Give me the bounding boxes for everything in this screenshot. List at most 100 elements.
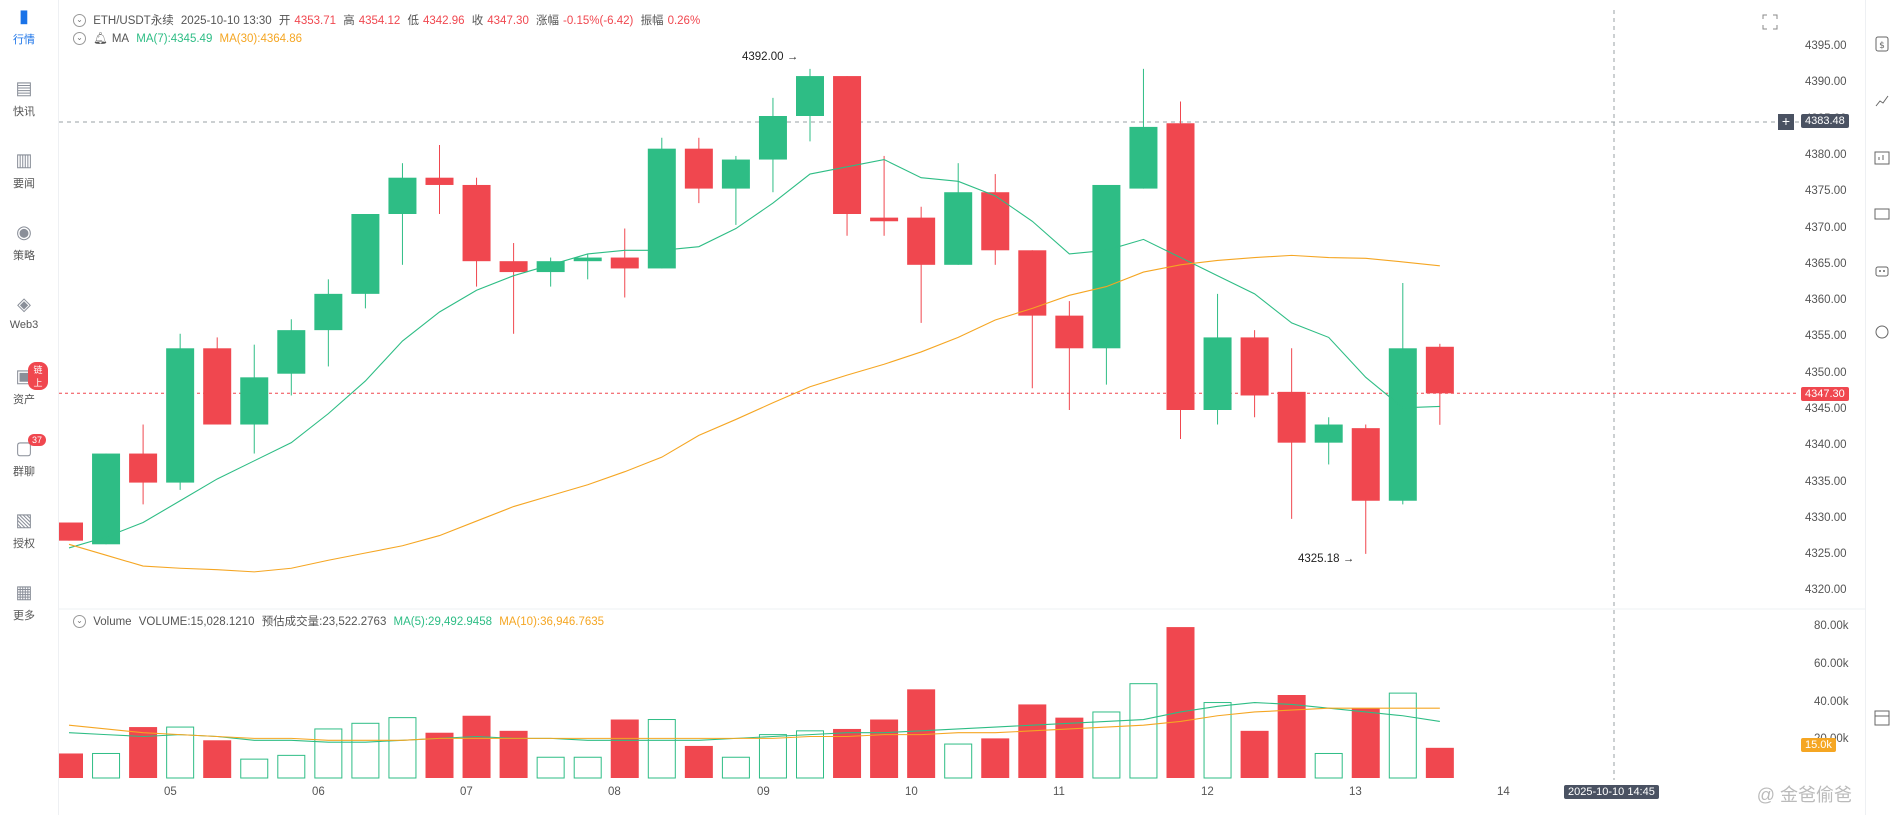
- candle-body: [647, 148, 676, 269]
- collapse-icon[interactable]: ⌄: [73, 14, 86, 28]
- candle-body: [240, 377, 269, 425]
- low-annotation: 4325.18 →: [1298, 553, 1355, 565]
- candle-body: [499, 261, 528, 273]
- sidebar-item-2[interactable]: ▥ 要闻: [0, 150, 48, 191]
- collapse-icon[interactable]: ⌄: [73, 32, 86, 46]
- volume-bar: [1055, 717, 1084, 778]
- trend-icon[interactable]: [1874, 92, 1890, 108]
- volume-ma5: MA(5):29,492.9458: [393, 616, 492, 628]
- candle-body: [92, 453, 121, 545]
- volume-tick-label: 80.00k: [1814, 620, 1849, 633]
- volume-bar: [1018, 704, 1047, 778]
- volume-bar: [796, 730, 824, 779]
- volume-bar: [1425, 747, 1454, 778]
- sidebar-item-label: 授权: [13, 538, 35, 550]
- candle-body: [1055, 315, 1084, 349]
- sidebar-badge: 37: [28, 434, 47, 446]
- bell-icon[interactable]: 🔔︎: [93, 33, 108, 45]
- collapse-icon[interactable]: ⌄: [73, 615, 86, 629]
- volume-bar: [1166, 627, 1195, 778]
- price-tick-label: 4330.00: [1805, 511, 1847, 524]
- refresh-icon[interactable]: [1874, 324, 1890, 340]
- add-alert-icon[interactable]: +: [1778, 114, 1794, 130]
- etf-icon[interactable]: [1874, 206, 1890, 222]
- robot-icon: ◉: [16, 222, 32, 242]
- candle-body: [166, 348, 195, 483]
- price-tick-label: 4375.00: [1805, 185, 1847, 198]
- sidebar-item-4[interactable]: ◈ Web3: [0, 294, 48, 331]
- volume-bar: [684, 745, 713, 778]
- volume-bar: [1203, 702, 1232, 779]
- volume-tick-label: 40.00k: [1814, 695, 1849, 708]
- time-tick-label: 12: [1201, 786, 1214, 798]
- candlestick-chart[interactable]: [59, 0, 1866, 815]
- ma30-line: [68, 254, 1440, 573]
- open-value: 4353.71: [294, 15, 336, 27]
- candle-body: [1314, 424, 1343, 443]
- volume-bar: [610, 719, 639, 778]
- price-tick-label: 4390.00: [1805, 76, 1847, 89]
- right-toolbar: $: [1865, 0, 1898, 815]
- volume-legend: ⌄ Volume VOLUME:15,028.1210 预估成交量:23,522…: [73, 613, 608, 629]
- sidebar-item-8[interactable]: ▦ 更多: [0, 582, 48, 623]
- layout-icon[interactable]: [1874, 710, 1890, 726]
- ma-legend: ⌄ 🔔︎ MA MA(7):4345.49 MA(30):4364.86: [73, 31, 306, 46]
- candle-body: [1351, 428, 1380, 501]
- chart-icon[interactable]: [1874, 150, 1890, 166]
- candle-body: [758, 116, 787, 160]
- change-label: 涨幅: [536, 15, 560, 27]
- close-value: 4347.30: [487, 15, 529, 27]
- change-value: -0.15%(-6.42): [563, 15, 634, 27]
- chart-area[interactable]: ⌄ ETH/USDT永续 2025-10-10 13:30 开 4353.71 高…: [59, 0, 1866, 815]
- time-tick-label: 09: [757, 786, 770, 798]
- robot-icon[interactable]: [1874, 262, 1890, 278]
- candle-body: [1388, 348, 1417, 501]
- sidebar-item-3[interactable]: ◉ 策略: [0, 222, 48, 263]
- time-tick-label: 05: [164, 786, 177, 798]
- sidebar-item-0[interactable]: ▮ 行情: [0, 6, 48, 47]
- candle-body: [684, 148, 713, 189]
- fullscreen-icon[interactable]: [1762, 14, 1778, 30]
- price-tick-label: 4345.00: [1805, 403, 1847, 415]
- ma30-value: MA(30):4364.86: [219, 33, 303, 45]
- volume-bar: [277, 754, 306, 779]
- candle-body: [462, 184, 491, 262]
- high-annotation: 4392.00 →: [742, 51, 799, 63]
- time-tick-label: 07: [460, 786, 473, 798]
- sidebar-item-5[interactable]: ▣ 资产 链上: [0, 362, 48, 407]
- candle-body: [1240, 337, 1269, 396]
- volume-bar: [647, 719, 676, 779]
- volume-bar: [425, 732, 454, 778]
- symbol-label: ETH/USDT永续: [93, 15, 174, 27]
- volume-bar: [1092, 711, 1121, 779]
- volume-bar: [573, 756, 602, 779]
- price-tick-label: 4370.00: [1805, 221, 1847, 234]
- candle-body: [351, 214, 380, 294]
- volume-bar: [351, 722, 380, 779]
- volume-bar: [758, 734, 787, 779]
- sidebar-item-6[interactable]: ▢ 群聊 37: [0, 434, 48, 479]
- volume-bar: [388, 717, 417, 779]
- candle-body: [1277, 391, 1306, 443]
- sidebar-item-label: 快讯: [13, 106, 35, 118]
- price-tick-label: 4325.00: [1805, 548, 1847, 561]
- candle-body: [1425, 346, 1454, 394]
- low-value: 4342.96: [422, 15, 465, 27]
- volume-bar: [92, 752, 121, 779]
- sidebar-item-7[interactable]: ▧ 授权: [0, 510, 48, 551]
- candle-body: [1129, 126, 1158, 189]
- web3-icon: ◈: [17, 294, 31, 314]
- price-tick-label: 4335.00: [1805, 475, 1847, 488]
- volume-bar: [833, 728, 862, 778]
- candle-body: [277, 330, 306, 374]
- sidebar-item-label: 群聊: [13, 466, 35, 478]
- price-tick-label: 4360.00: [1805, 294, 1847, 307]
- candle-body: [833, 76, 862, 215]
- candle-body: [1092, 184, 1121, 349]
- watermark: @ 金爸偷爸: [1756, 785, 1852, 805]
- dollar-icon[interactable]: $: [1874, 36, 1890, 52]
- sidebar-item-1[interactable]: ▤ 快讯: [0, 78, 48, 119]
- crosshair-volume-tag: 15.0k: [1801, 738, 1836, 752]
- price-tick-label: 4340.00: [1805, 439, 1847, 452]
- bar-chart-icon: ▮: [19, 6, 29, 26]
